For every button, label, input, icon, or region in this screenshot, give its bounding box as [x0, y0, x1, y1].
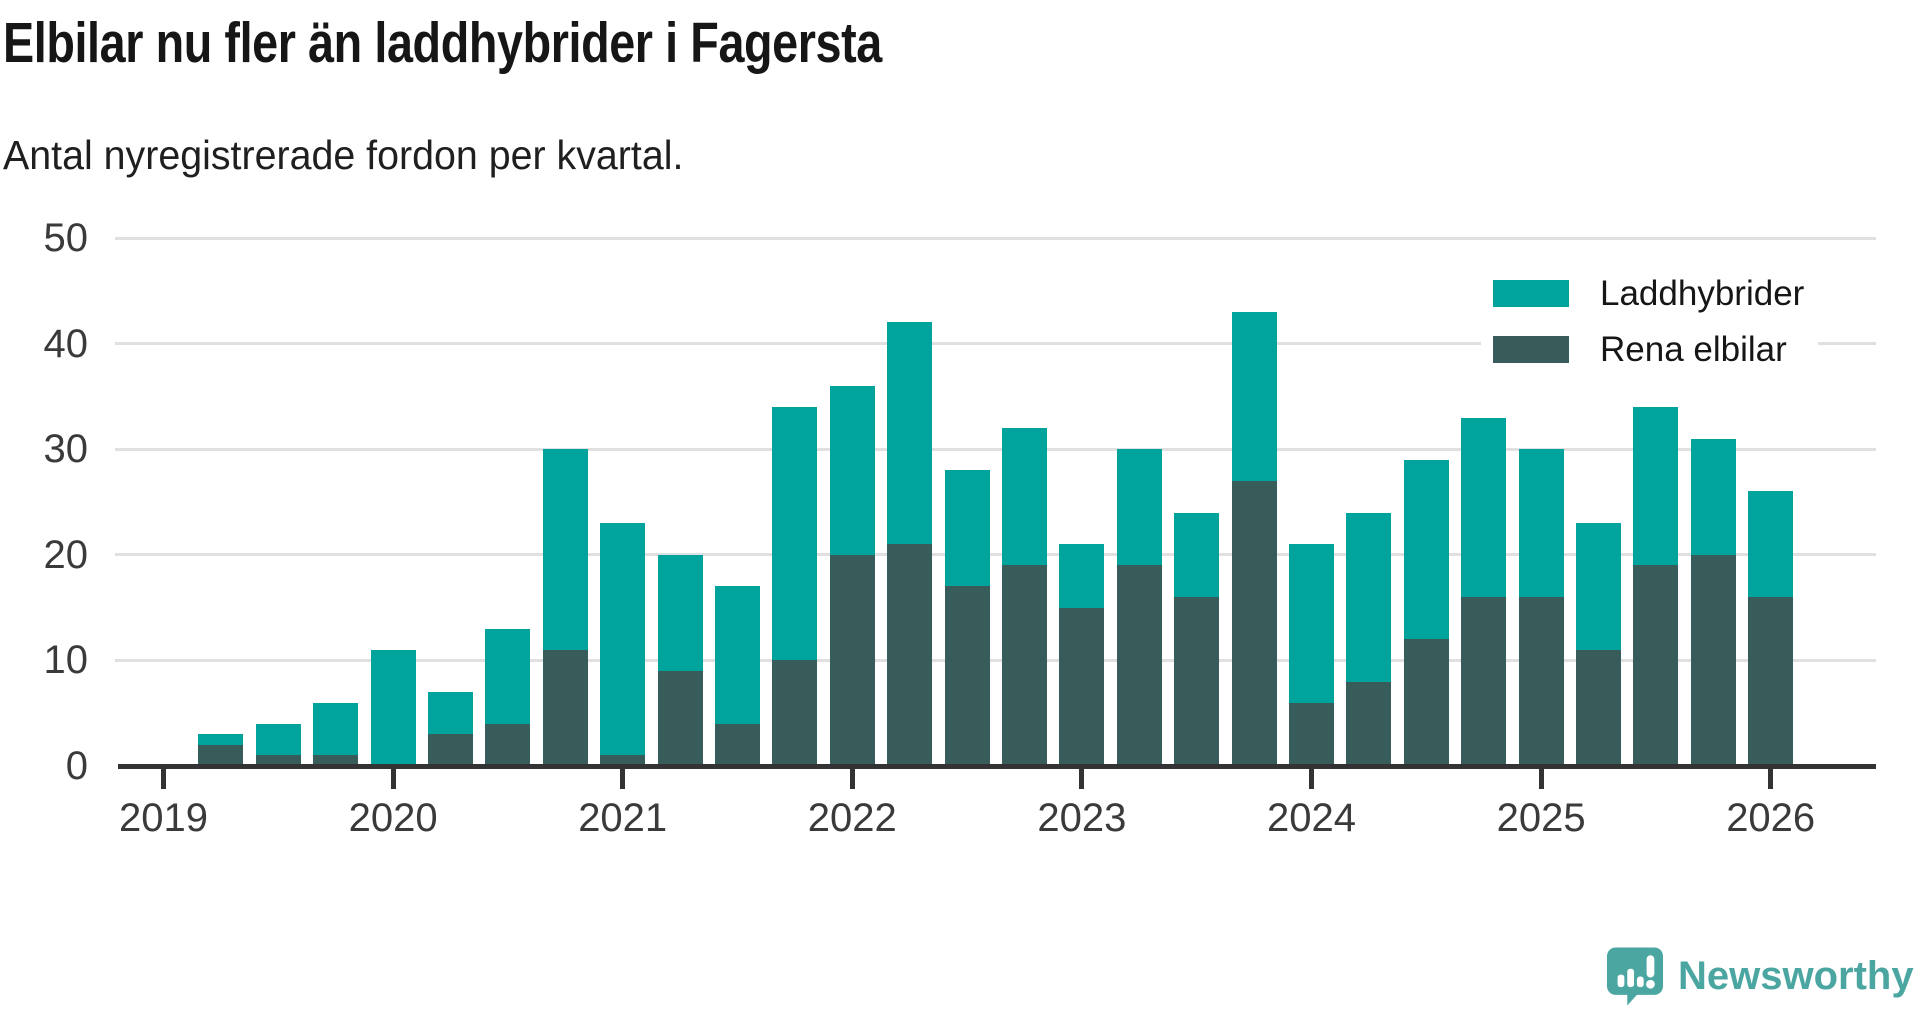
bar-rena-elbilar-2024-Q1	[1289, 702, 1334, 766]
bar-laddhybrider-2019-Q4	[313, 702, 359, 756]
x-tick-label-2026: 2026	[1726, 796, 1816, 840]
y-gridline-20	[115, 553, 1876, 557]
chart-title: Elbilar nu fler än laddhybrider i Fagers…	[3, 11, 882, 75]
x-tick-label-2022: 2022	[807, 796, 897, 840]
bar-laddhybrider-2026-Q1	[1748, 491, 1794, 598]
bar-laddhybrider-2020-Q1	[370, 649, 416, 766]
bar-rena-elbilar-2021-Q4	[772, 660, 818, 766]
bar-laddhybrider-2019-Q3	[255, 723, 301, 756]
x-tick-label-2020: 2020	[348, 796, 438, 840]
legend-item-rena-elbilar: Rena elbilar	[1493, 330, 1804, 369]
bar-laddhybrider-2021-Q2	[657, 554, 703, 671]
legend-swatch	[1493, 336, 1569, 363]
x-tick-label-2024: 2024	[1267, 796, 1356, 840]
bar-rena-elbilar-2020-Q4	[542, 649, 588, 766]
x-tick-2022	[849, 769, 855, 789]
y-tick-label-30: 30	[43, 427, 89, 472]
y-tick-label-50: 50	[43, 216, 89, 260]
x-tick-2026	[1768, 769, 1774, 789]
bar-rena-elbilar-2019-Q2	[198, 744, 244, 766]
newsworthy-branding: Newsworthy	[1606, 946, 1914, 1007]
x-tick-2024	[1309, 769, 1314, 789]
y-gridline-10	[115, 658, 1876, 662]
bar-rena-elbilar-2024-Q4	[1461, 597, 1507, 766]
bar-laddhybrider-2025-Q1	[1518, 449, 1564, 598]
newsworthy-wordmark: Newsworthy	[1678, 954, 1914, 998]
bar-laddhybrider-2022-Q1	[829, 385, 875, 555]
x-tick-2021	[620, 769, 626, 789]
y-gridline-50	[115, 236, 1876, 240]
bar-laddhybrider-2022-Q3	[944, 470, 990, 587]
y-tick-label-0: 0	[65, 744, 88, 788]
bar-rena-elbilar-2021-Q2	[657, 670, 703, 766]
bar-rena-elbilar-2025-Q4	[1690, 554, 1736, 766]
bar-rena-elbilar-2019-Q4	[313, 755, 359, 766]
x-tick-label-2019: 2019	[119, 796, 208, 840]
bar-rena-elbilar-2025-Q1	[1518, 597, 1564, 766]
bar-laddhybrider-2021-Q3	[715, 586, 760, 724]
bar-laddhybrider-2023-Q4	[1231, 311, 1277, 481]
bar-rena-elbilar-2021-Q3	[715, 723, 760, 766]
bar-rena-elbilar-2026-Q1	[1748, 597, 1794, 766]
x-tick-label-2021: 2021	[578, 796, 668, 840]
legend-label: Rena elbilar	[1600, 329, 1787, 369]
bar-laddhybrider-2024-Q3	[1403, 459, 1449, 640]
y-gridline-40	[115, 342, 1876, 346]
x-tick-2025	[1538, 769, 1544, 789]
chart-subtitle: Antal nyregistrerade fordon per kvartal.	[3, 132, 684, 178]
bar-laddhybrider-2022-Q2	[887, 322, 933, 545]
y-tick-label-20: 20	[43, 532, 89, 577]
bar-rena-elbilar-2019-Q3	[255, 755, 301, 766]
bar-rena-elbilar-2022-Q1	[829, 554, 875, 766]
legend-swatch	[1493, 280, 1569, 307]
legend-item-laddhybrider: Laddhybrider	[1493, 274, 1804, 313]
bar-laddhybrider-2024-Q2	[1346, 512, 1392, 682]
bar-rena-elbilar-2025-Q3	[1633, 565, 1679, 766]
bar-rena-elbilar-2022-Q2	[887, 544, 933, 766]
bar-laddhybrider-2020-Q2	[428, 692, 473, 735]
bar-laddhybrider-2024-Q1	[1289, 544, 1334, 703]
y-tick-label-10: 10	[43, 638, 89, 683]
bar-laddhybrider-2022-Q4	[1002, 428, 1047, 566]
bar-laddhybrider-2025-Q4	[1690, 438, 1736, 555]
bar-laddhybrider-2025-Q2	[1576, 523, 1621, 650]
y-gridline-30	[115, 447, 1876, 451]
bar-rena-elbilar-2024-Q3	[1403, 639, 1449, 766]
x-tick-2019	[161, 769, 166, 789]
bar-laddhybrider-2020-Q3	[485, 628, 531, 724]
x-tick-2023	[1079, 769, 1085, 789]
legend-label: Laddhybrider	[1600, 273, 1805, 313]
bar-laddhybrider-2021-Q1	[600, 523, 646, 756]
legend: Laddhybrider Rena elbilar	[1481, 272, 1819, 371]
bar-rena-elbilar-2023-Q4	[1231, 480, 1277, 766]
x-axis-line	[118, 764, 1876, 769]
bar-laddhybrider-2023-Q2	[1116, 449, 1162, 566]
bar-laddhybrider-2024-Q4	[1461, 417, 1507, 598]
bar-laddhybrider-2019-Q2	[198, 734, 244, 745]
y-tick-label-40: 40	[43, 321, 89, 366]
bar-rena-elbilar-2020-Q2	[428, 734, 473, 766]
bar-laddhybrider-2025-Q3	[1633, 406, 1679, 566]
bar-rena-elbilar-2023-Q2	[1116, 565, 1162, 766]
bar-laddhybrider-2023-Q3	[1174, 512, 1220, 598]
x-tick-label-2025: 2025	[1496, 796, 1586, 840]
bar-rena-elbilar-2020-Q3	[485, 723, 531, 766]
bar-rena-elbilar-2021-Q1	[600, 755, 646, 766]
bar-rena-elbilar-2022-Q4	[1002, 565, 1047, 766]
bar-rena-elbilar-2023-Q3	[1174, 597, 1220, 766]
bar-rena-elbilar-2024-Q2	[1346, 681, 1392, 766]
bar-rena-elbilar-2023-Q1	[1059, 607, 1105, 766]
bar-laddhybrider-2020-Q4	[542, 449, 588, 650]
x-tick-2020	[390, 769, 396, 789]
bar-laddhybrider-2021-Q4	[772, 406, 818, 661]
bar-rena-elbilar-2022-Q3	[944, 586, 990, 766]
newsworthy-logo-icon	[1606, 947, 1664, 1006]
bar-laddhybrider-2023-Q1	[1059, 544, 1105, 608]
bar-rena-elbilar-2025-Q2	[1576, 649, 1621, 766]
x-tick-label-2023: 2023	[1037, 796, 1127, 840]
